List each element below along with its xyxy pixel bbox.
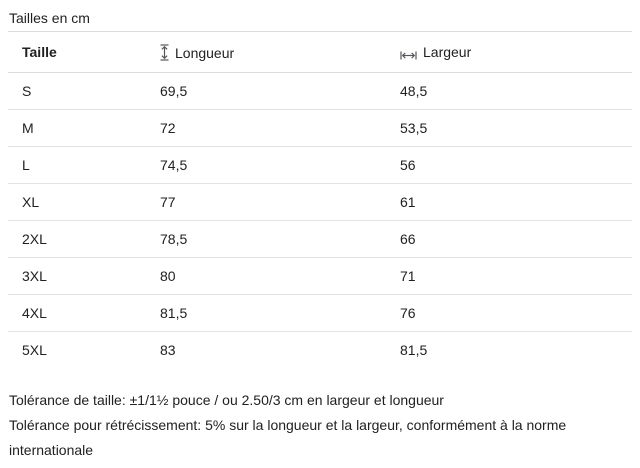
cell-largeur: 48,5 xyxy=(400,72,632,110)
height-measure-icon xyxy=(160,43,169,61)
size-table-row: 2XL 78,5 66 xyxy=(8,220,632,258)
width-measure-icon xyxy=(400,51,417,60)
size-table-header-row: Taille Longueur xyxy=(8,31,632,73)
cell-taille: S xyxy=(8,72,160,110)
cell-largeur: 61 xyxy=(400,183,632,221)
cell-taille: 2XL xyxy=(8,220,160,258)
size-table-row: 3XL 80 71 xyxy=(8,257,632,295)
column-header-taille: Taille xyxy=(8,31,160,73)
tolerance-notes: Tolérance de taille: ±1/1½ pouce / ou 2.… xyxy=(8,388,632,463)
size-table-row: 4XL 81,5 76 xyxy=(8,294,632,332)
size-table-row: XL 77 61 xyxy=(8,183,632,221)
column-header-longueur: Longueur xyxy=(160,31,400,73)
column-header-longueur-label: Longueur xyxy=(175,44,235,61)
column-header-largeur-label: Largeur xyxy=(423,44,472,60)
cell-taille: L xyxy=(8,146,160,184)
cell-longueur: 69,5 xyxy=(160,72,400,110)
cell-longueur: 77 xyxy=(160,183,400,221)
cell-largeur: 76 xyxy=(400,294,632,332)
size-chart-title: Tailles en cm xyxy=(9,10,90,26)
cell-taille: XL xyxy=(8,183,160,221)
size-table-body: S 69,5 48,5 M 72 53,5 L 74,5 56 XL 77 61… xyxy=(8,72,632,369)
size-table-row: 5XL 83 81,5 xyxy=(8,332,632,369)
cell-taille: 3XL xyxy=(8,257,160,295)
cell-longueur: 72 xyxy=(160,109,400,147)
cell-largeur: 66 xyxy=(400,220,632,258)
cell-largeur: 71 xyxy=(400,257,632,295)
size-table-row: S 69,5 48,5 xyxy=(8,72,632,110)
cell-longueur: 80 xyxy=(160,257,400,295)
size-table: Taille Longueur xyxy=(8,31,632,368)
size-table-row: L 74,5 56 xyxy=(8,146,632,184)
cell-longueur: 83 xyxy=(160,342,176,358)
tolerance-shrinkage-note: Tolérance pour rétrécissement: 5% sur la… xyxy=(9,417,567,458)
cell-longueur: 81,5 xyxy=(160,294,400,332)
cell-largeur: 81,5 xyxy=(400,342,428,358)
tolerance-size-note: Tolérance de taille: ±1/1½ pouce / ou 2.… xyxy=(9,392,444,408)
size-table-row: M 72 53,5 xyxy=(8,109,632,147)
cell-taille: 5XL xyxy=(22,342,47,358)
cell-taille: 4XL xyxy=(8,294,160,332)
cell-largeur: 53,5 xyxy=(400,109,632,147)
cell-longueur: 74,5 xyxy=(160,146,400,184)
cell-largeur: 56 xyxy=(400,146,632,184)
column-header-largeur: Largeur xyxy=(400,31,632,73)
cell-longueur: 78,5 xyxy=(160,220,400,258)
cell-taille: M xyxy=(8,109,160,147)
